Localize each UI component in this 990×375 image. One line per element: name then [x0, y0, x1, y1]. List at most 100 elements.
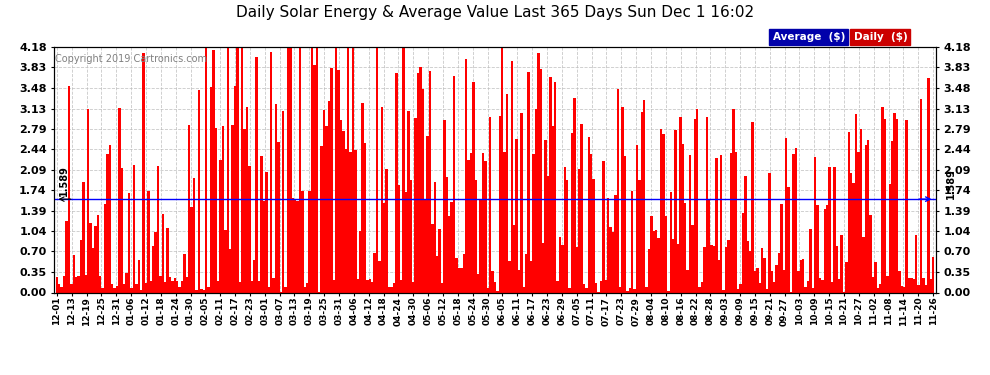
Bar	[563, 167, 566, 292]
Bar	[135, 284, 138, 292]
Bar	[326, 126, 328, 292]
Bar	[210, 87, 212, 292]
Bar	[366, 280, 368, 292]
Bar	[455, 258, 457, 292]
Text: 1.589: 1.589	[946, 168, 956, 199]
Bar	[181, 281, 183, 292]
Bar	[309, 191, 311, 292]
Bar	[482, 153, 484, 292]
Bar	[494, 282, 496, 292]
Bar	[296, 201, 299, 292]
Bar	[538, 53, 540, 292]
Bar	[879, 284, 881, 292]
Bar	[758, 283, 761, 292]
Bar	[617, 89, 619, 292]
Bar	[874, 262, 876, 292]
Bar	[277, 142, 279, 292]
Bar	[742, 213, 744, 292]
Bar	[474, 180, 477, 292]
Bar	[328, 102, 330, 292]
Bar	[227, 47, 229, 292]
Bar	[713, 246, 715, 292]
Bar	[566, 180, 568, 292]
Text: Daily  ($): Daily ($)	[853, 32, 908, 42]
Bar	[831, 282, 834, 292]
Bar	[161, 214, 164, 292]
Bar	[667, 291, 669, 292]
Bar	[340, 120, 343, 292]
Bar	[472, 82, 474, 292]
Bar	[164, 282, 166, 292]
Bar	[479, 200, 482, 292]
Bar	[672, 239, 674, 292]
Bar	[733, 109, 735, 292]
Bar	[217, 281, 220, 292]
Bar	[761, 248, 763, 292]
Bar	[200, 289, 203, 292]
Bar	[807, 281, 809, 292]
Bar	[306, 283, 309, 292]
Bar	[896, 119, 898, 292]
Bar	[257, 280, 260, 292]
Bar	[525, 254, 528, 292]
Bar	[740, 285, 742, 292]
Bar	[795, 148, 797, 292]
Bar	[346, 47, 349, 292]
Bar	[114, 288, 116, 292]
Bar	[674, 129, 677, 292]
Bar	[131, 288, 133, 292]
Bar	[489, 117, 491, 292]
Bar	[829, 167, 831, 292]
Bar	[684, 203, 686, 292]
Bar	[578, 169, 580, 292]
Bar	[299, 47, 301, 292]
Bar	[126, 273, 128, 292]
Bar	[770, 272, 773, 292]
Bar	[908, 278, 910, 292]
Bar	[274, 104, 277, 292]
Bar	[886, 276, 889, 292]
Bar	[920, 99, 923, 292]
Bar	[87, 108, 89, 292]
Bar	[183, 254, 186, 292]
Bar	[460, 268, 462, 292]
Bar	[650, 216, 652, 292]
Bar	[104, 204, 106, 292]
Bar	[657, 238, 660, 292]
Bar	[450, 202, 452, 292]
Bar	[67, 86, 70, 292]
Bar	[634, 288, 636, 292]
Bar	[148, 191, 149, 292]
Bar	[80, 240, 82, 292]
Bar	[390, 286, 393, 292]
Bar	[711, 245, 713, 292]
Bar	[775, 265, 778, 292]
Bar	[205, 47, 207, 292]
Bar	[506, 94, 508, 292]
Bar	[368, 279, 371, 292]
Bar	[812, 288, 814, 292]
Bar	[932, 257, 935, 292]
Bar	[592, 179, 595, 292]
Bar	[802, 259, 804, 292]
Bar	[55, 277, 58, 292]
Bar	[845, 262, 847, 292]
Bar	[383, 203, 385, 292]
Bar	[229, 249, 232, 292]
Bar	[864, 146, 867, 292]
Bar	[521, 113, 523, 292]
Bar	[785, 138, 787, 292]
Bar	[639, 180, 641, 292]
Bar	[744, 176, 746, 292]
Bar	[881, 107, 884, 292]
Bar	[903, 287, 906, 292]
Text: Copyright 2019 Cartronics.com: Copyright 2019 Cartronics.com	[55, 54, 207, 64]
Bar	[927, 78, 930, 292]
Bar	[373, 253, 376, 292]
Bar	[106, 154, 109, 292]
Bar	[405, 192, 407, 292]
Bar	[77, 276, 80, 292]
Bar	[260, 156, 262, 292]
Bar	[800, 260, 802, 292]
Bar	[289, 47, 292, 292]
